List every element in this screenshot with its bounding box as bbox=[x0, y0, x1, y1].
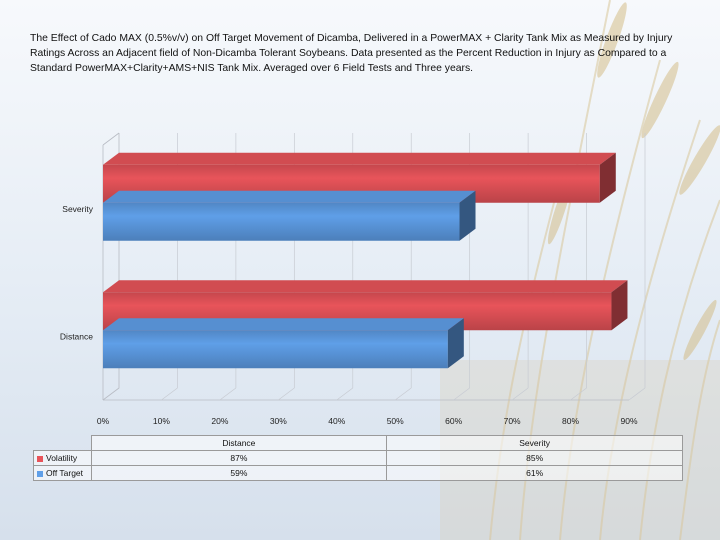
legend-label: Off Target bbox=[46, 468, 84, 478]
gridline-floor bbox=[395, 387, 412, 401]
x-tick-label: 20% bbox=[211, 416, 228, 426]
legend-swatch bbox=[37, 470, 43, 477]
chart-bars bbox=[103, 152, 628, 369]
table-corner bbox=[34, 436, 92, 451]
x-tick-label: 90% bbox=[620, 416, 637, 426]
table-column-header: Distance bbox=[90, 435, 388, 451]
gridline-floor bbox=[511, 387, 529, 401]
category-label: Distance bbox=[60, 331, 93, 341]
table-row: Volatility 87% 85% bbox=[33, 450, 683, 466]
bar-top-face bbox=[103, 190, 476, 203]
gridline-floor bbox=[278, 387, 295, 401]
legend-label: Volatility bbox=[46, 453, 78, 463]
x-tick-label: 10% bbox=[153, 416, 170, 426]
legend-off-target: Off Target bbox=[33, 465, 92, 481]
gridline-floor bbox=[570, 387, 587, 401]
bar-top-face bbox=[103, 152, 616, 165]
bar bbox=[103, 202, 460, 241]
table-row: Off Target 59% 61% bbox=[33, 465, 683, 481]
gridline-floor bbox=[161, 387, 178, 401]
x-tick-label: 40% bbox=[328, 416, 345, 426]
table-cell: 87% bbox=[90, 450, 388, 466]
table-header-row: Distance Severity bbox=[34, 435, 683, 451]
x-tick-label: 70% bbox=[504, 416, 521, 426]
gridline-floor bbox=[453, 387, 470, 401]
data-table: Distance Severity Volatility 87% 85% Off… bbox=[33, 435, 683, 481]
category-label: Severity bbox=[62, 204, 93, 214]
table-cell: 59% bbox=[90, 465, 388, 481]
table-column-header: Severity bbox=[386, 435, 683, 451]
gridline-floor bbox=[219, 387, 237, 401]
bar-end-face bbox=[459, 190, 476, 241]
chart-title: The Effect of Cado MAX (0.5%v/v) on Off … bbox=[30, 33, 673, 74]
gridline-floor bbox=[628, 387, 646, 401]
gridline-floor bbox=[336, 387, 353, 401]
legend-swatch bbox=[37, 455, 43, 462]
x-tick-label: 30% bbox=[270, 416, 287, 426]
x-tick-label: 0% bbox=[97, 416, 110, 426]
bar bbox=[103, 330, 448, 369]
bar-end-face bbox=[599, 152, 616, 203]
legend-volatility: Volatility bbox=[33, 450, 92, 466]
bar-end-face bbox=[447, 318, 464, 369]
table-cell: 85% bbox=[386, 450, 683, 466]
x-tick-label: 50% bbox=[387, 416, 404, 426]
bar-top-face bbox=[103, 280, 628, 293]
chart-wall-edge bbox=[102, 132, 120, 146]
chart-labels: 0% 10% 20% 30% 40% 50% 60% 70% 80% 90% Distance Sev… bbox=[60, 204, 638, 426]
x-tick-label: 60% bbox=[445, 416, 462, 426]
table-cell: 61% bbox=[386, 465, 683, 481]
x-tick-label: 80% bbox=[562, 416, 579, 426]
bar-end-face bbox=[611, 280, 628, 331]
bar-top-face bbox=[103, 318, 464, 331]
